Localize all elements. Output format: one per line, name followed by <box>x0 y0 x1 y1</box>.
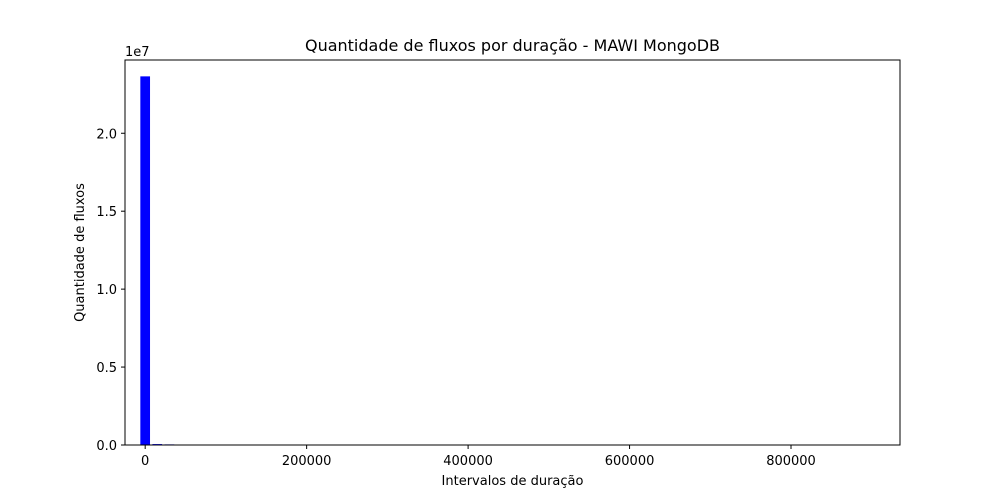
x-tick-label: 600000 <box>605 454 655 469</box>
x-tick-label: 0 <box>141 454 149 469</box>
y-tick-label: 0.5 <box>96 361 117 376</box>
x-tick-label: 200000 <box>282 454 332 469</box>
y-axis-label: Quantidade de fluxos <box>73 183 88 322</box>
y-axis-ticks: 0.0 0.5 1.0 1.5 2.0 <box>96 127 125 454</box>
y-tick-label: 2.0 <box>96 127 117 142</box>
x-axis-label: Intervalos de duração <box>442 474 584 489</box>
y-tick-label: 1.0 <box>96 283 117 298</box>
y-axis-offset-label: 1e7 <box>125 45 150 60</box>
chart-title: Quantidade de fluxos por duração - MAWI … <box>305 36 720 55</box>
x-tick-label: 800000 <box>766 454 816 469</box>
x-tick-label: 400000 <box>443 454 493 469</box>
y-tick-label: 0.0 <box>96 439 117 454</box>
plot-area-frame <box>124 59 901 446</box>
bar <box>140 76 151 445</box>
y-tick-label: 1.5 <box>96 205 117 220</box>
x-axis-ticks: 0 200000 400000 600000 800000 <box>141 445 816 469</box>
